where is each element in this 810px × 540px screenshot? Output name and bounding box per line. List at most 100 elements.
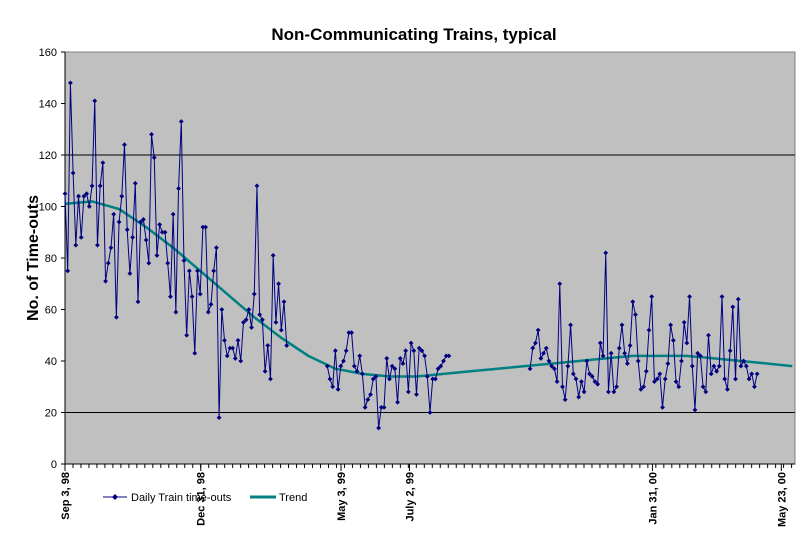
trend-series <box>64 200 793 378</box>
daily-point <box>581 389 587 395</box>
x-tick-label: Jan 31, 00 <box>647 472 659 525</box>
daily-point <box>373 374 379 379</box>
y-tick-label-100: 100 <box>39 202 57 214</box>
daily-point <box>232 356 238 361</box>
daily-point <box>427 410 433 415</box>
daily-point <box>665 361 671 366</box>
daily-point <box>70 170 76 176</box>
daily-point <box>181 258 187 263</box>
daily-point <box>730 304 736 310</box>
daily-point <box>403 348 409 354</box>
daily-point <box>238 358 244 364</box>
y-tick-label-140: 140 <box>39 99 57 111</box>
daily-point <box>127 271 133 276</box>
daily-point <box>400 361 406 366</box>
y-axis: 0 20 40 60 80 100 120 140 160 <box>39 47 66 471</box>
daily-point <box>65 268 71 274</box>
daily-point <box>281 299 287 305</box>
daily-point <box>638 386 644 392</box>
daily-point <box>679 358 684 364</box>
daily-point <box>73 242 79 248</box>
daily-point <box>733 376 738 382</box>
daily-point <box>441 358 446 364</box>
daily-point <box>189 294 195 300</box>
daily-point <box>176 186 181 191</box>
daily-point <box>346 330 352 336</box>
daily-point <box>689 363 695 369</box>
daily-point <box>595 381 601 387</box>
daily-point <box>78 235 84 240</box>
daily-point <box>376 425 382 431</box>
daily-point <box>389 363 395 369</box>
daily-point <box>113 314 119 320</box>
daily-point <box>265 343 271 348</box>
daily-point <box>268 376 273 382</box>
y-tick-label-120: 120 <box>39 150 57 162</box>
daily-point <box>568 322 573 328</box>
daily-point <box>735 296 741 302</box>
daily-point <box>365 397 371 403</box>
daily-point <box>103 278 108 284</box>
daily-point <box>262 368 268 374</box>
daily-point <box>384 356 390 361</box>
daily-point <box>84 191 90 197</box>
daily-point <box>752 384 757 390</box>
daily-point <box>703 389 709 395</box>
daily-point <box>533 340 538 346</box>
daily-point <box>576 394 582 400</box>
daily-point <box>68 80 73 86</box>
daily-point <box>97 183 103 189</box>
daily-point <box>446 353 452 359</box>
daily-point <box>641 384 646 390</box>
daily-point <box>738 363 744 369</box>
daily-point <box>381 404 387 410</box>
daily-point <box>673 379 679 384</box>
x-tick-label: Dec 31, 98 <box>196 472 208 526</box>
daily-point <box>141 216 146 222</box>
daily-point <box>557 281 563 287</box>
daily-point <box>368 392 373 397</box>
daily-point <box>616 345 622 351</box>
daily-point <box>527 366 533 372</box>
daily-point <box>224 353 230 359</box>
daily-point <box>370 376 376 382</box>
daily-point <box>270 253 276 258</box>
daily-point <box>725 386 730 392</box>
daily-point <box>411 348 417 354</box>
daily-point <box>543 345 549 351</box>
daily-point <box>203 224 208 230</box>
daily-point <box>608 350 614 356</box>
x-tick-label: Sep 3, 98 <box>60 472 72 520</box>
daily-point <box>335 386 341 392</box>
daily-point <box>424 374 430 379</box>
daily-point <box>643 368 649 374</box>
daily-point <box>660 404 665 410</box>
daily-point <box>535 327 541 333</box>
daily-point <box>562 397 568 403</box>
daily-point <box>332 348 338 354</box>
daily-point <box>546 358 552 364</box>
daily-point <box>251 291 257 297</box>
daily-point <box>711 363 717 369</box>
daily-series <box>62 80 760 431</box>
daily-point <box>614 384 619 390</box>
daily-point <box>392 366 398 372</box>
daily-point <box>708 371 714 377</box>
daily-point <box>668 322 674 328</box>
daily-point <box>349 330 354 336</box>
daily-point <box>211 268 217 274</box>
daily-point <box>570 371 576 377</box>
daily-point <box>222 338 227 343</box>
daily-point <box>105 260 111 266</box>
daily-point <box>700 384 706 390</box>
daily-point <box>560 384 565 390</box>
daily-point <box>565 363 571 369</box>
daily-point <box>722 376 728 382</box>
daily-point <box>362 404 368 410</box>
daily-point <box>208 301 214 307</box>
daily-line-segment <box>326 332 449 429</box>
daily-point <box>422 353 427 359</box>
daily-point <box>130 235 135 240</box>
daily-point <box>749 371 755 377</box>
daily-point <box>192 350 198 356</box>
